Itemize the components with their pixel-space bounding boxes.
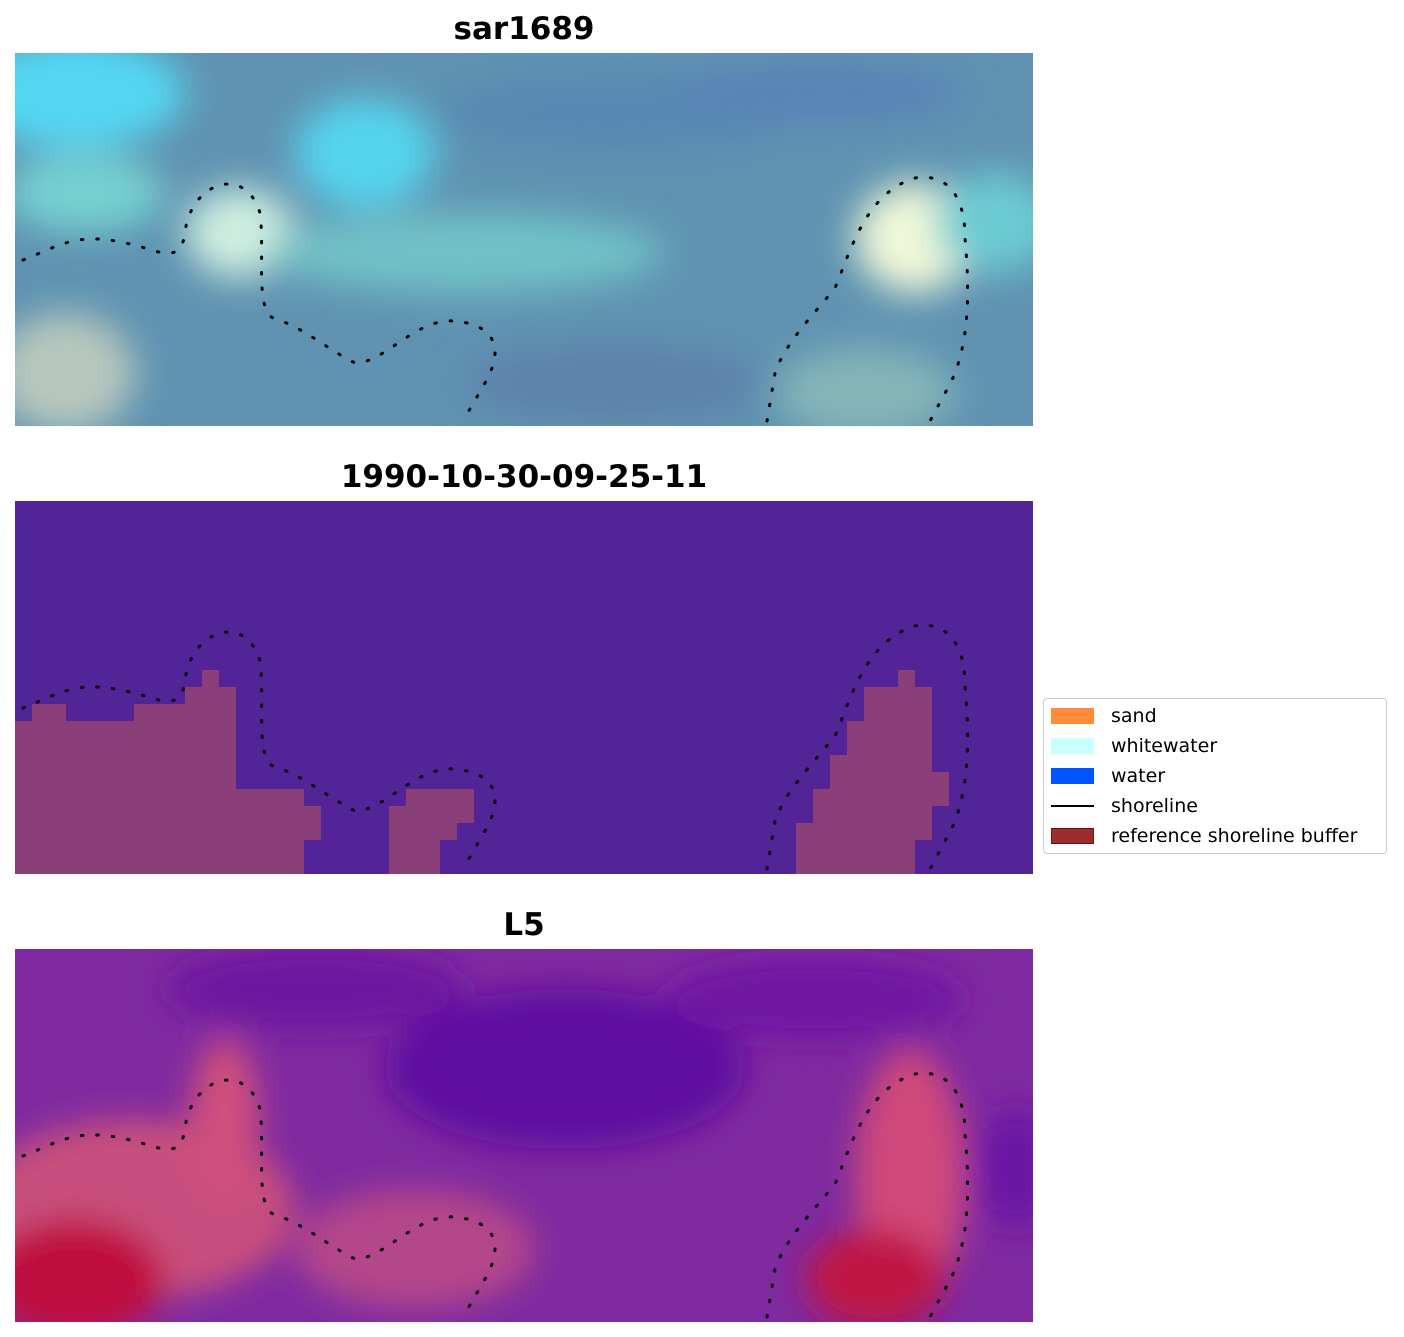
panel-image-rgb [15, 53, 1033, 426]
panel-image-classification [15, 501, 1033, 874]
legend-label-sand: sand [1111, 705, 1157, 727]
legend-label-buffer: reference shoreline buffer [1111, 825, 1358, 847]
legend: sand whitewater water shoreline referenc… [1043, 698, 1387, 854]
legend-item-buffer: reference shoreline buffer [1051, 824, 1357, 848]
legend-item-whitewater: whitewater [1051, 734, 1217, 758]
legend-label-whitewater: whitewater [1111, 735, 1218, 757]
panel-title-3: L5 [503, 907, 545, 943]
legend-swatch-whitewater [1051, 738, 1094, 754]
legend-item-shoreline: shoreline [1051, 794, 1198, 818]
legend-swatch-buffer [1051, 828, 1094, 844]
legend-swatch-water [1051, 768, 1094, 784]
legend-swatch-sand [1051, 708, 1094, 724]
panel-title-1: sar1689 [453, 11, 595, 47]
legend-item-water: water [1051, 764, 1165, 788]
legend-label-shoreline: shoreline [1111, 795, 1198, 817]
panel-title-2: 1990-10-30-09-25-11 [340, 459, 708, 495]
panel-image-index [15, 949, 1033, 1322]
legend-line-shoreline [1051, 798, 1094, 814]
legend-item-sand: sand [1051, 704, 1157, 728]
legend-label-water: water [1111, 765, 1166, 787]
